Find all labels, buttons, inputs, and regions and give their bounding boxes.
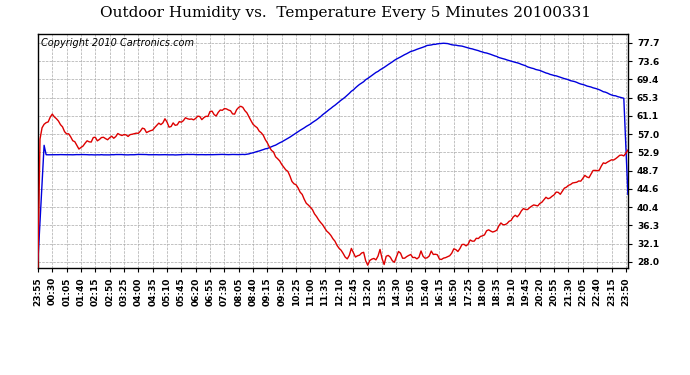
Text: Copyright 2010 Cartronics.com: Copyright 2010 Cartronics.com — [41, 39, 194, 48]
Text: Outdoor Humidity vs.  Temperature Every 5 Minutes 20100331: Outdoor Humidity vs. Temperature Every 5… — [99, 6, 591, 20]
